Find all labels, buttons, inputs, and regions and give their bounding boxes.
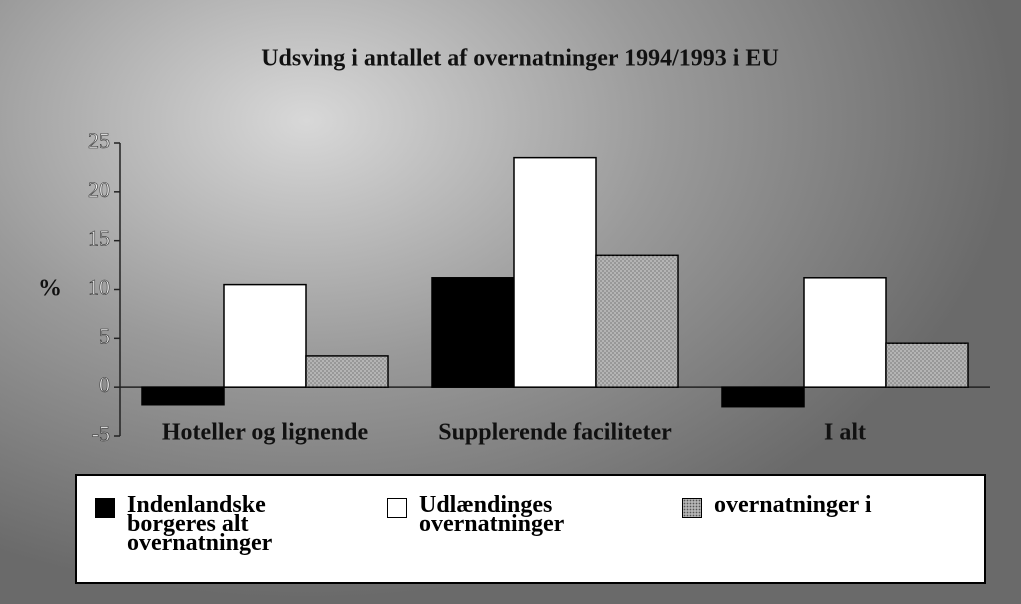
legend-swatch — [387, 498, 407, 518]
bar — [803, 277, 887, 388]
bar — [721, 386, 805, 408]
bar — [431, 277, 515, 388]
legend-label: Indenlandske borgeres alt overnatninger — [127, 492, 273, 556]
y-tick-label: -5 — [92, 421, 110, 446]
x-tick-label: Supplerende faciliteter — [438, 420, 672, 446]
legend-label: Udlændinges overnatninger — [419, 492, 565, 537]
y-tick-label: 5 — [99, 323, 110, 348]
bar-texture — [596, 255, 678, 388]
legend-swatch — [682, 498, 702, 518]
bar-texture — [886, 343, 968, 388]
x-tick-label: Hoteller og lignende — [162, 420, 369, 446]
legend-swatch — [95, 498, 115, 518]
y-tick-label: 0 — [99, 372, 110, 397]
y-axis-label: % — [38, 276, 62, 302]
legend-item: overnatninger i — [682, 492, 972, 518]
y-tick-label: 25 — [88, 128, 110, 153]
y-tick-label: 10 — [88, 275, 110, 300]
legend-item: Indenlandske borgeres alt overnatninger — [95, 492, 325, 556]
y-tick-label: 20 — [88, 177, 110, 202]
bar — [513, 156, 597, 388]
bar — [223, 283, 307, 388]
y-tick-label: 15 — [88, 226, 110, 251]
chart-title: Udsving i antallet af overnatninger 1994… — [261, 46, 779, 72]
x-tick-label: I alt — [824, 420, 866, 446]
legend: Indenlandske borgeres alt overnatninger U… — [75, 474, 986, 584]
legend-label: overnatninger i — [714, 492, 872, 518]
legend-item: Udlændinges overnatninger — [387, 492, 617, 537]
bar — [141, 386, 225, 406]
bar-texture — [306, 355, 388, 388]
